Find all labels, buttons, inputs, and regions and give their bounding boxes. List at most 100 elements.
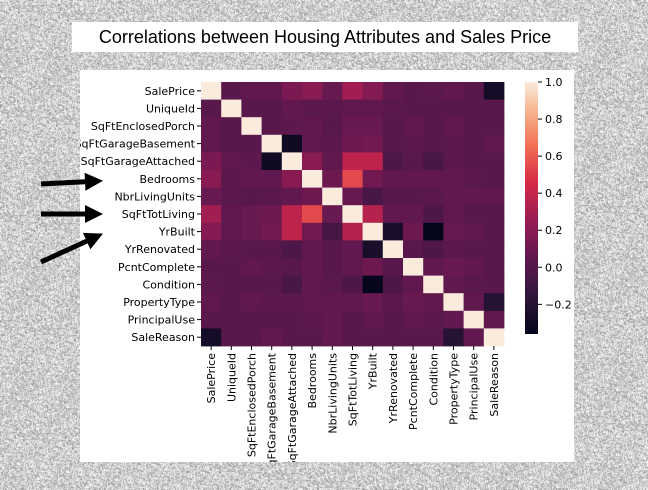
heatmap-cell bbox=[423, 222, 444, 241]
heatmap-cell bbox=[261, 117, 283, 136]
heatmap-cell bbox=[463, 187, 485, 206]
heatmap-cell bbox=[443, 187, 464, 206]
heatmap-cell bbox=[261, 82, 283, 100]
x-tick-label: SqFtGarageAttached bbox=[286, 353, 299, 462]
heatmap-cell bbox=[403, 222, 424, 241]
heatmap-cell bbox=[221, 170, 242, 188]
heatmap-cell bbox=[342, 187, 363, 206]
heatmap-cell bbox=[362, 222, 384, 241]
heatmap-cell bbox=[281, 82, 303, 100]
heatmap-cell bbox=[403, 152, 424, 171]
heatmap-cell bbox=[281, 293, 303, 312]
heatmap-cell bbox=[463, 328, 485, 347]
heatmap-cell bbox=[221, 187, 242, 206]
colorbar-tick-label: 0.0 bbox=[545, 261, 563, 274]
heatmap-cell bbox=[221, 134, 242, 153]
heatmap-cell bbox=[423, 275, 444, 294]
heatmap-cell bbox=[443, 258, 464, 276]
heatmap-cell bbox=[302, 240, 323, 259]
heatmap-cell bbox=[423, 293, 444, 312]
heatmap-cell bbox=[443, 328, 464, 347]
y-tick-label: YrRenovated bbox=[124, 243, 195, 256]
heatmap-cell bbox=[382, 240, 404, 259]
heatmap-cell bbox=[463, 258, 485, 276]
heatmap-cell bbox=[463, 240, 485, 259]
heatmap-cell bbox=[443, 293, 464, 312]
heatmap-cell bbox=[403, 82, 424, 100]
heatmap-cell bbox=[362, 134, 384, 153]
heatmap-cell bbox=[281, 117, 303, 136]
colorbar-tick-label: 0.2 bbox=[545, 224, 563, 237]
heatmap-cell bbox=[382, 152, 404, 171]
heatmap-cell bbox=[302, 205, 323, 224]
heatmap-cell bbox=[403, 240, 424, 259]
colorbar-tick-label: −0.2 bbox=[545, 298, 572, 311]
y-tick-label: PcntComplete bbox=[118, 261, 195, 274]
heatmap-cell bbox=[443, 152, 464, 171]
heatmap-cell bbox=[483, 134, 505, 153]
heatmap-cell bbox=[342, 275, 363, 294]
heatmap-cell bbox=[382, 187, 404, 206]
heatmap-cell bbox=[261, 328, 283, 347]
heatmap-cell bbox=[463, 99, 485, 118]
y-tick-label: SqFtTotLiving bbox=[122, 208, 195, 221]
heatmap-cell bbox=[201, 240, 222, 259]
heatmap-cell bbox=[201, 99, 222, 118]
heatmap-cell bbox=[362, 82, 384, 100]
heatmap-cell bbox=[443, 222, 464, 241]
heatmap-cell bbox=[261, 222, 283, 241]
heatmap-cell bbox=[302, 170, 323, 188]
heatmap-cell bbox=[382, 328, 404, 347]
heatmap-cell bbox=[483, 240, 505, 259]
heatmap-cell bbox=[362, 205, 384, 224]
heatmap-cell bbox=[302, 134, 323, 153]
heatmap-cell bbox=[302, 258, 323, 276]
colorbar-tick-label: 0.8 bbox=[545, 113, 563, 126]
heatmap-cell bbox=[382, 293, 404, 312]
heatmap-cell bbox=[362, 117, 384, 136]
heatmap-cell bbox=[302, 152, 323, 171]
heatmap-cell bbox=[201, 328, 222, 347]
heatmap-cell bbox=[403, 328, 424, 347]
heatmap-cell bbox=[382, 170, 404, 188]
heatmap-cell bbox=[281, 187, 303, 206]
heatmap-cell bbox=[302, 222, 323, 241]
x-tick-label: UniqueId bbox=[225, 353, 238, 402]
heatmap-cell bbox=[302, 328, 323, 347]
heatmap-cell bbox=[241, 328, 262, 347]
heatmap-cell bbox=[483, 222, 505, 241]
heatmap-cell bbox=[281, 205, 303, 224]
y-tick-label: SqFtEnclosedPorch bbox=[91, 120, 195, 133]
heatmap-cell bbox=[443, 205, 464, 224]
heatmap-cell bbox=[322, 275, 343, 294]
heatmap-cell bbox=[423, 99, 444, 118]
heatmap-cell bbox=[463, 275, 485, 294]
heatmap-cell bbox=[483, 187, 505, 206]
heatmap-cell bbox=[302, 293, 323, 312]
colorbar-tick-label: 1.0 bbox=[545, 76, 563, 89]
heatmap-cell bbox=[322, 328, 343, 347]
heatmap-cell bbox=[342, 134, 363, 153]
heatmap-cell bbox=[342, 258, 363, 276]
heatmap-cell bbox=[261, 205, 283, 224]
heatmap-cell bbox=[241, 170, 262, 188]
heatmap-cell bbox=[241, 258, 262, 276]
heatmap-cell bbox=[362, 310, 384, 329]
y-tick-label: SaleReason bbox=[131, 331, 195, 344]
heatmap-cell bbox=[201, 152, 222, 171]
heatmap-cell bbox=[322, 258, 343, 276]
heatmap-cell bbox=[483, 82, 505, 100]
heatmap-cell bbox=[261, 99, 283, 118]
heatmap-cell bbox=[302, 310, 323, 329]
heatmap-cell bbox=[423, 187, 444, 206]
heatmap-cell bbox=[322, 170, 343, 188]
heatmap-cell bbox=[261, 258, 283, 276]
heatmap-cell bbox=[403, 170, 424, 188]
x-tick-label: PropertyType bbox=[448, 353, 461, 425]
heatmap-cell bbox=[322, 82, 343, 100]
heatmap-cell bbox=[241, 152, 262, 171]
heatmap-cell bbox=[221, 152, 242, 171]
heatmap-cell bbox=[443, 82, 464, 100]
heatmap-cell bbox=[362, 240, 384, 259]
chart-title: Correlations between Housing Attributes … bbox=[98, 26, 552, 47]
